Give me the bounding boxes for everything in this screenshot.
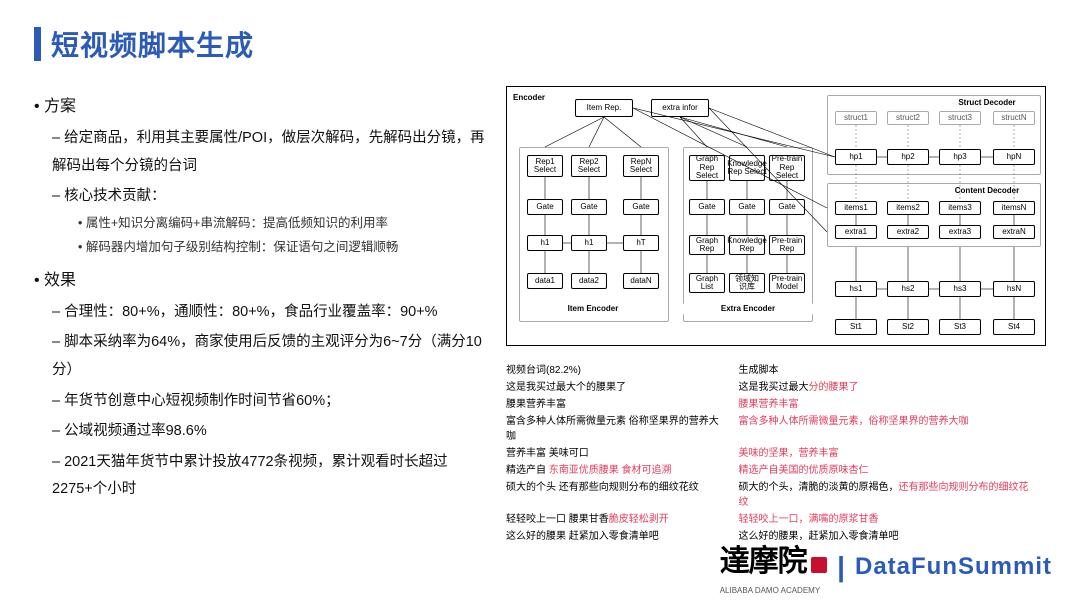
src-box: Graph List	[689, 273, 725, 293]
effect-item: 合理性：80+%，通顺性：80+%，食品行业覆盖率：90+%	[52, 299, 492, 327]
content-decoder-label: Content Decoder	[937, 185, 1037, 197]
hs-box: hs2	[887, 281, 929, 297]
example-cell: 轻轻咬上一口 腰果甘香脆皮轻松剥开	[506, 509, 738, 526]
effect-heading: 效果	[34, 266, 492, 296]
src-box: 领域知 识库	[729, 273, 765, 293]
example-head-left: 视频台词(82.2%)	[506, 360, 738, 377]
extra-box: extra1	[835, 225, 877, 239]
architecture-diagram: Encoder Item Rep. extra infor Item Encod…	[506, 86, 1046, 346]
effect-item: 年货节创意中心短视频制作时间节省60%；	[52, 388, 492, 416]
extra-info-box: extra infor	[651, 99, 709, 117]
example-cell: 硕大的个头，清脆的淡黄的原褐色，还有那些向规则分布的细纹花纹	[738, 477, 1046, 509]
footer: 達摩院 ALIBABA DAMO ACADEMY | DataFunSummit	[720, 536, 1052, 598]
item-rep-box: Item Rep.	[575, 99, 633, 117]
gate-box: Gate	[769, 199, 805, 215]
damo-sub: ALIBABA DAMO ACADEMY	[720, 586, 820, 595]
item-box: items2	[887, 201, 929, 215]
gate-box: Gate	[623, 199, 659, 215]
text-content: 方案 给定商品，利用其主要属性/POI，做层次解码，先解码出分镜，再解码出每个分…	[34, 86, 492, 543]
gate-box: Gate	[689, 199, 725, 215]
rep-box: Knowledge Rep	[729, 235, 765, 255]
struct-decoder-label: Struct Decoder	[937, 97, 1037, 109]
struct-box: struct1	[835, 111, 877, 125]
sel-box: Graph Rep Select	[689, 155, 725, 181]
sel-box: Knowledge Rep Select	[729, 155, 765, 181]
example-head-right: 生成脚本	[738, 360, 1046, 377]
hs-box: hsN	[993, 281, 1035, 297]
example-cell: 这是我买过最大个的腰果了	[506, 377, 738, 394]
plan-subitem: 解码器内增加句子级别结构控制：保证语句之间逻辑顺畅	[78, 236, 492, 260]
data-box: data1	[527, 273, 563, 289]
hp-box: hpN	[993, 149, 1035, 165]
damo-brand: 達摩院	[720, 545, 807, 578]
st-box: St3	[939, 319, 981, 335]
example-cell: 精选产自 东南亚优质腰果 食材可追溯	[506, 460, 738, 477]
example-cell: 精选产自美国的优质原味杏仁	[738, 460, 1046, 477]
rep-select: RepN Select	[623, 155, 659, 177]
rep-select: Rep1 Select	[527, 155, 563, 177]
example-cell: 腰果营养丰富	[738, 394, 1046, 411]
struct-box: struct3	[939, 111, 981, 125]
example-cell: 富含多种人体所需微量元素，俗称坚果界的营养大咖	[738, 411, 1046, 443]
item-box: items3	[939, 201, 981, 215]
st-box: St4	[993, 319, 1035, 335]
example-table: 视频台词(82.2%) 生成脚本 这是我买过最大个的腰果了这是我买过最大分的腰果…	[506, 360, 1046, 543]
hp-box: hp3	[939, 149, 981, 165]
title-text: 短视频脚本生成	[51, 24, 254, 64]
example-cell: 这是我买过最大分的腰果了	[738, 377, 1046, 394]
data-box: data2	[571, 273, 607, 289]
example-cell: 轻轻咬上一口，满嘴的原浆甘香	[738, 509, 1046, 526]
item-box: items1	[835, 201, 877, 215]
rep-box: Pre-train Rep	[769, 235, 805, 255]
item-encoder-label: Item Encoder	[523, 303, 663, 315]
extra-encoder-label: Extra Encoder	[683, 303, 813, 315]
effect-item: 2021天猫年货节中累计投放4772条视频，累计观看时长超过2275+个小时	[52, 449, 492, 504]
example-cell: 这么好的腰果 赶紧加入零食清单吧	[506, 526, 738, 543]
effect-item: 公域视频通过率98.6%	[52, 418, 492, 446]
st-box: St1	[835, 319, 877, 335]
src-box: Pre-train Model	[769, 273, 805, 293]
gate-box: Gate	[571, 199, 607, 215]
h-box: hT	[623, 235, 659, 251]
extra-box: extra3	[939, 225, 981, 239]
example-cell: 硕大的个头 还有那些向规则分布的细纹花纹	[506, 477, 738, 509]
plan-item: 核心技术贡献：	[52, 183, 492, 211]
plan-subitem: 属性+知识分离编码+串流解码：提高低频知识的利用率	[78, 212, 492, 236]
example-cell: 富含多种人体所需微量元素 俗称坚果界的营养大咖	[506, 411, 738, 443]
extra-box: extra2	[887, 225, 929, 239]
data-box: dataN	[623, 273, 659, 289]
struct-box: structN	[993, 111, 1035, 125]
hp-box: hp2	[887, 149, 929, 165]
datafunsummit-logo: DataFunSummit	[855, 553, 1052, 581]
damo-seal-icon	[811, 557, 827, 573]
h-box: h1	[571, 235, 607, 251]
example-cell: 美味的坚果，营养丰富	[738, 443, 1046, 460]
example-cell: 腰果营养丰富	[506, 394, 738, 411]
hs-box: hs3	[939, 281, 981, 297]
rep-box: Graph Rep	[689, 235, 725, 255]
hs-box: hs1	[835, 281, 877, 297]
footer-separator: |	[837, 551, 845, 583]
plan-item: 给定商品，利用其主要属性/POI，做层次解码，先解码出分镜，再解码出每个分镜的台…	[52, 125, 492, 180]
title-accent-bar	[34, 27, 41, 61]
struct-box: struct2	[887, 111, 929, 125]
h-box: h1	[527, 235, 563, 251]
item-box: itemsN	[993, 201, 1035, 215]
plan-heading: 方案	[34, 92, 492, 122]
example-cell: 营养丰富 美味可口	[506, 443, 738, 460]
slide-title: 短视频脚本生成	[34, 24, 1046, 64]
gate-box: Gate	[527, 199, 563, 215]
gate-box: Gate	[729, 199, 765, 215]
hp-box: hp1	[835, 149, 877, 165]
sel-box: Pre-train Rep Select	[769, 155, 805, 181]
st-box: St2	[887, 319, 929, 335]
rep-select: Rep2 Select	[571, 155, 607, 177]
effect-item: 脚本采纳率为64%，商家使用后反馈的主观评分为6~7分（满分10分）	[52, 329, 492, 384]
extra-box: extraN	[993, 225, 1035, 239]
